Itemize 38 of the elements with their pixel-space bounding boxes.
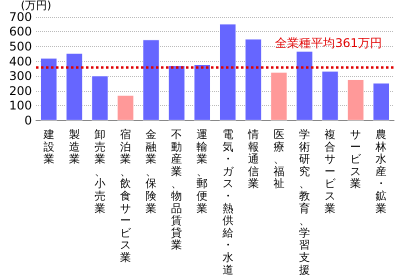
bar [347, 79, 364, 120]
x-tick-label: 情報通信業 [246, 128, 259, 190]
bar [194, 64, 211, 120]
y-tick-label: 700 [9, 10, 32, 24]
x-tick-label: 製造業 [68, 128, 80, 166]
bar [142, 40, 160, 120]
x-tick-label: 金融業、保険業 [146, 128, 157, 215]
bar [66, 53, 83, 120]
y-tick-label: 200 [9, 84, 32, 98]
category-label: 不動産業、物品賃貸業 [171, 128, 182, 252]
y-tick-label: 500 [9, 39, 32, 54]
bar [270, 72, 288, 120]
category-label: 学術研究、教育、学習支援 [299, 128, 310, 276]
bar [219, 24, 236, 120]
x-tick-label: 複合サービス業 [324, 128, 337, 215]
y-axis-title: (万円) [20, 0, 52, 12]
x-tick-label: 医療、福祉 [273, 128, 284, 190]
y-tick-label: 600 [9, 24, 32, 39]
x-tick-label: サービス業 [350, 128, 362, 190]
y-tick-label: 300 [9, 69, 32, 84]
y-tick-label: 100 [9, 98, 32, 113]
ref-line-label: 全業種平均361万円 [275, 36, 382, 50]
bar [372, 82, 390, 120]
bar [296, 51, 313, 120]
x-tick-label: 農林水産・鉱業 [374, 128, 387, 215]
y-tick-label: 400 [9, 54, 32, 68]
category-label: 電気・ガス・熱供給・水道 [222, 128, 234, 276]
bar [322, 71, 338, 120]
bar [117, 95, 134, 120]
bar [92, 76, 108, 120]
category-label: 宿泊業、飲食サービス業 [120, 128, 131, 264]
bar [40, 58, 58, 120]
bar [245, 38, 262, 120]
x-tick-label: 運輸業、郵便業 [196, 128, 208, 215]
x-tick-label: 卸売業、小売業 [94, 128, 106, 215]
bar [168, 66, 185, 120]
x-tick-label: 建設業 [42, 128, 54, 166]
y-tick-label: 0 [24, 113, 32, 128]
